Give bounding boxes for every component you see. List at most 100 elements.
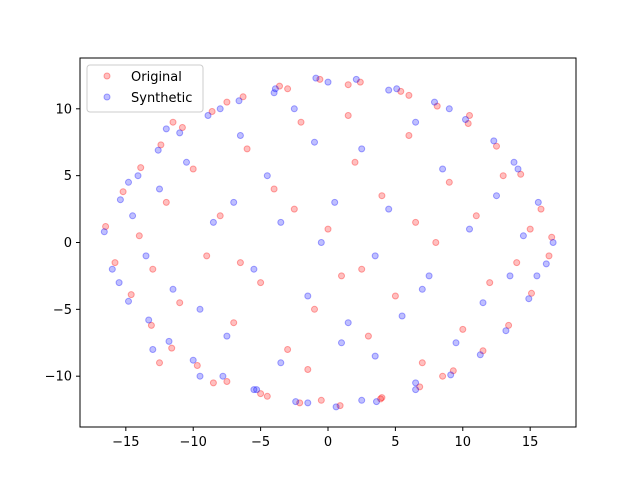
data-point [418, 359, 426, 367]
data-point [253, 386, 261, 394]
data-point [223, 378, 231, 385]
data-point [452, 339, 460, 347]
data-point [223, 332, 231, 340]
data-point [405, 132, 413, 139]
data-point [169, 285, 177, 293]
data-point [352, 75, 360, 83]
data-point [398, 312, 406, 320]
data-point [297, 118, 305, 126]
data-point [250, 386, 258, 394]
data-point [373, 398, 380, 406]
data-point [445, 105, 453, 113]
y-tick-label: 5 [64, 169, 72, 184]
data-point [338, 339, 345, 347]
data-point [125, 297, 132, 305]
data-point [145, 316, 153, 324]
data-point [542, 260, 550, 268]
data-point [439, 165, 447, 173]
data-point [149, 265, 157, 273]
data-point [416, 383, 424, 391]
data-point [490, 137, 498, 145]
series-synthetic [100, 74, 557, 411]
data-point [479, 299, 487, 307]
x-tick-label: 5 [391, 435, 399, 450]
data-point [230, 319, 238, 327]
data-point [332, 403, 340, 411]
data-point [517, 170, 525, 178]
data-point [176, 299, 184, 307]
data-point [447, 371, 455, 379]
data-point [156, 185, 163, 193]
data-point [519, 232, 527, 240]
x-tick-label: −5 [251, 435, 270, 450]
data-point [129, 212, 137, 220]
legend-box [86, 64, 204, 113]
data-point [493, 142, 500, 150]
data-point [338, 272, 345, 280]
data-point [312, 74, 320, 82]
data-point [344, 81, 352, 89]
data-point [433, 102, 441, 110]
data-point [493, 192, 500, 200]
data-point [533, 272, 541, 280]
data-point [324, 225, 332, 233]
data-point [257, 279, 265, 287]
data-point [134, 172, 142, 180]
data-point [304, 399, 312, 407]
data-point [296, 399, 304, 407]
data-point [203, 252, 211, 260]
data-point [277, 359, 285, 367]
data-point [397, 87, 405, 95]
data-point [514, 165, 522, 173]
points-layer [100, 74, 557, 411]
data-point [445, 178, 453, 186]
data-point [499, 172, 507, 180]
data-point [216, 105, 224, 113]
data-point [371, 352, 379, 360]
data-point [235, 97, 243, 105]
y-tick-label: −5 [53, 303, 72, 318]
data-point [196, 372, 204, 380]
data-point [183, 158, 190, 166]
legend: Original Synthetic [86, 64, 204, 113]
data-point [257, 390, 265, 398]
data-point [449, 367, 457, 375]
data-point [385, 86, 393, 94]
data-point [393, 85, 401, 93]
data-point [317, 239, 325, 246]
data-point [336, 402, 344, 410]
data-point [270, 185, 278, 193]
data-point [378, 394, 386, 402]
data-point [466, 112, 473, 119]
data-point [147, 321, 155, 329]
data-point [142, 252, 150, 260]
legend-label-original: Original [131, 70, 182, 85]
data-point [154, 146, 162, 154]
data-point [243, 145, 251, 153]
data-point [545, 252, 553, 260]
data-point [290, 105, 298, 113]
data-point [236, 132, 244, 139]
data-point [371, 252, 379, 260]
data-point [108, 265, 116, 273]
data-point [311, 305, 318, 313]
data-point [412, 118, 420, 126]
data-point [292, 398, 300, 406]
data-point [304, 366, 312, 373]
data-point [513, 259, 521, 267]
data-point [125, 178, 132, 186]
data-point [405, 91, 413, 99]
legend-marker-original [103, 72, 111, 80]
data-point [116, 196, 124, 204]
data-point [466, 225, 473, 233]
data-point [537, 205, 545, 213]
data-point [525, 295, 533, 303]
data-point [263, 392, 271, 400]
data-point [102, 223, 110, 230]
x-tick-label: 15 [522, 435, 539, 450]
data-point [549, 239, 557, 246]
data-point [351, 158, 359, 166]
data-point [111, 259, 119, 267]
data-point [168, 344, 176, 352]
